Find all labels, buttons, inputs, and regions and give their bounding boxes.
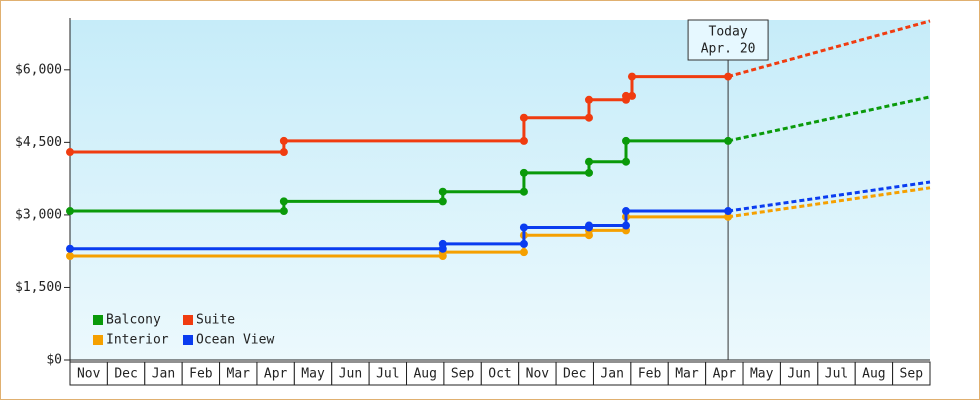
data-point bbox=[279, 207, 288, 216]
annotation-box bbox=[687, 19, 769, 61]
forecast-line bbox=[727, 186, 931, 219]
legend-swatch bbox=[93, 335, 103, 345]
data-point bbox=[627, 91, 636, 100]
legend-label: Interior bbox=[106, 333, 169, 348]
x-tick-label: Aug bbox=[413, 367, 436, 382]
data-point bbox=[724, 212, 733, 221]
x-tick-label: May bbox=[750, 367, 774, 382]
x-tick-label: Mar bbox=[675, 367, 699, 382]
data-point bbox=[519, 223, 528, 232]
x-tick-label: Sep bbox=[451, 367, 475, 382]
data-point bbox=[519, 248, 528, 257]
legend-label: Ocean View bbox=[196, 333, 274, 348]
x-tick-label: Jun bbox=[787, 367, 810, 382]
legend-swatch bbox=[183, 315, 193, 325]
data-point bbox=[519, 168, 528, 177]
data-point bbox=[519, 187, 528, 196]
data-point bbox=[66, 252, 74, 261]
data-point bbox=[584, 113, 593, 122]
data-point bbox=[584, 157, 593, 166]
x-tick-label: Jul bbox=[376, 367, 399, 382]
x-tick-label: Apr bbox=[264, 367, 288, 382]
data-point bbox=[724, 136, 733, 145]
legend-swatch bbox=[93, 315, 103, 325]
legend-swatch bbox=[183, 335, 193, 345]
y-tick-label: $0 bbox=[46, 353, 62, 368]
data-point bbox=[724, 207, 733, 216]
x-tick-label: Mar bbox=[227, 367, 251, 382]
data-point bbox=[438, 187, 447, 196]
annotation-text: Today bbox=[709, 25, 748, 40]
legend-label: Balcony bbox=[106, 313, 161, 328]
data-point bbox=[622, 221, 631, 230]
data-point bbox=[622, 207, 631, 216]
x-tick-label: Dec bbox=[563, 367, 586, 382]
x-tick-label: Dec bbox=[114, 367, 137, 382]
annotation-text: Apr. 20 bbox=[701, 42, 756, 57]
data-point bbox=[279, 148, 288, 157]
data-point bbox=[66, 207, 74, 216]
data-point bbox=[627, 72, 636, 81]
data-point bbox=[66, 244, 74, 253]
data-point bbox=[724, 72, 733, 81]
x-tick-label: Sep bbox=[900, 367, 924, 382]
data-point bbox=[279, 197, 288, 206]
y-tick-label: $4,500 bbox=[15, 135, 62, 150]
x-tick-label: Aug bbox=[862, 367, 885, 382]
x-tick-label: Jan bbox=[600, 367, 623, 382]
data-point bbox=[622, 91, 631, 100]
data-point bbox=[622, 136, 631, 145]
forecast-line bbox=[727, 19, 931, 79]
x-tick-label: Nov bbox=[526, 367, 550, 382]
data-point bbox=[584, 95, 593, 104]
x-tick-label: Feb bbox=[638, 367, 662, 382]
y-tick-label: $6,000 bbox=[15, 62, 62, 77]
data-point bbox=[438, 197, 447, 206]
data-point bbox=[519, 239, 528, 248]
plot-area bbox=[70, 20, 930, 360]
x-tick-cell bbox=[892, 361, 931, 386]
data-point bbox=[519, 136, 528, 145]
y-tick-label: $1,500 bbox=[15, 280, 62, 295]
forecast-line bbox=[727, 95, 931, 143]
x-tick-label: Nov bbox=[77, 367, 101, 382]
x-tick-label: Jun bbox=[339, 367, 362, 382]
data-point bbox=[438, 239, 447, 248]
data-point bbox=[279, 136, 288, 145]
x-tick-label: Jan bbox=[152, 367, 175, 382]
x-tick-label: Jul bbox=[825, 367, 848, 382]
x-tick-label: Oct bbox=[488, 367, 511, 382]
x-tick-label: May bbox=[301, 367, 325, 382]
data-point bbox=[584, 168, 593, 177]
x-tick-label: Feb bbox=[189, 367, 213, 382]
data-point bbox=[519, 113, 528, 122]
x-tick-label: Apr bbox=[713, 367, 737, 382]
y-tick-label: $3,000 bbox=[15, 207, 62, 222]
forecast-line bbox=[727, 180, 931, 213]
data-point bbox=[66, 148, 74, 157]
data-point bbox=[584, 221, 593, 230]
legend-label: Suite bbox=[196, 313, 235, 328]
data-point bbox=[622, 157, 631, 166]
